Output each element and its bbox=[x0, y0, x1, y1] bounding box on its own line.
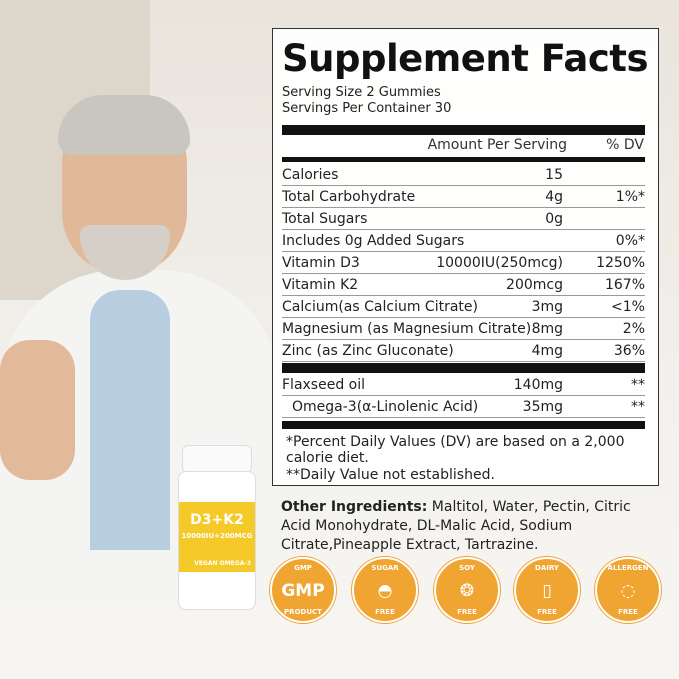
nutrient-name: Vitamin D3 bbox=[282, 255, 360, 271]
nutrient-name: Total Sugars bbox=[282, 211, 368, 227]
nutrient-amount: 3mg bbox=[531, 299, 563, 315]
servings-per-container: Servings Per Container 30 bbox=[282, 101, 452, 116]
nutrient-name: Zinc (as Zinc Gluconate) bbox=[282, 343, 454, 359]
bottle-cap bbox=[182, 445, 252, 473]
footnote-dv: *Percent Daily Values (DV) are based on … bbox=[286, 434, 625, 466]
nutrient-dv: ** bbox=[631, 399, 645, 415]
footnote-not-established: **Daily Value not established. bbox=[286, 467, 495, 483]
nutrient-name: Calories bbox=[282, 167, 339, 183]
bottle-dosage: 10000IU+200MCG bbox=[181, 532, 253, 540]
nutrient-row: Calcium(as Calcium Citrate) 3mg <1% bbox=[282, 296, 645, 318]
badge-free-3: DAIRY ▯ FREE bbox=[514, 557, 580, 623]
divider-thick bbox=[282, 363, 645, 373]
gmp-icon: GMP bbox=[281, 581, 325, 601]
nutrient-row: Magnesium (as Magnesium Citrate) 8mg 2% bbox=[282, 318, 645, 340]
badge-top-text: ALLERGEN bbox=[607, 564, 649, 572]
badge-top-text: SUGAR bbox=[371, 564, 399, 572]
nutrient-dv: 2% bbox=[622, 321, 645, 337]
bottle-title: D3+K2 bbox=[190, 512, 244, 528]
nutrient-row: Total Sugars 0g bbox=[282, 208, 645, 230]
nutrient-row: Zinc (as Zinc Gluconate) 4mg 36% bbox=[282, 340, 645, 362]
badge-top-text: DAIRY bbox=[535, 564, 559, 572]
nutrient-amount: 35mg bbox=[522, 399, 563, 415]
nutrient-amount: 10000IU(250mcg) bbox=[436, 255, 563, 271]
nutrient-amount: 0g bbox=[545, 211, 563, 227]
nutrient-amount: 140mg bbox=[513, 377, 563, 393]
nutrient-name: Total Carbohydrate bbox=[282, 189, 416, 205]
nutrient-dv: 1%* bbox=[615, 189, 645, 205]
supplement-facts-panel: Supplement Facts Serving Size 2 Gummies … bbox=[272, 28, 659, 486]
panel-title: Supplement Facts bbox=[282, 37, 649, 80]
other-ingredients-text: Maltitol, Water, Pectin, Citric Acid Mon… bbox=[281, 499, 631, 553]
nutrient-name: Includes 0g Added Sugars bbox=[282, 233, 465, 249]
nutrient-dv: ** bbox=[631, 377, 645, 393]
serving-size: Serving Size 2 Gummies bbox=[282, 85, 441, 100]
nutrient-row: Includes 0g Added Sugars 0%* bbox=[282, 230, 645, 252]
thumbs-up-hand bbox=[0, 340, 75, 480]
nutrient-row: Flaxseed oil 140mg ** bbox=[282, 374, 645, 396]
badge-bottom-text: FREE bbox=[375, 608, 395, 616]
nutrient-row: Vitamin K2 200mcg 167% bbox=[282, 274, 645, 296]
nutrient-name: Magnesium (as Magnesium Citrate) bbox=[282, 321, 532, 337]
other-ingredients-label: Other Ingredients: bbox=[281, 499, 428, 515]
badge-free-2: SOY ❂ FREE bbox=[434, 557, 500, 623]
product-bottle: D3+K2 10000IU+200MCG VEGAN OMEGA-3 bbox=[178, 445, 256, 610]
header-amount: Amount Per Serving bbox=[427, 137, 567, 153]
nutrient-row: Calories 15 bbox=[282, 164, 645, 186]
nutrient-dv: 36% bbox=[613, 343, 645, 359]
nutrient-row: Total Carbohydrate 4g 1%* bbox=[282, 186, 645, 208]
badge-bottom-text: PRODUCT bbox=[284, 608, 322, 616]
soybean-icon: ❂ bbox=[459, 581, 475, 601]
nutrient-row: Vitamin D3 10000IU(250mcg) 1250% bbox=[282, 252, 645, 274]
allergen-icon: ◌ bbox=[620, 581, 636, 601]
doctor-shirt bbox=[90, 290, 170, 550]
badge-bottom-text: FREE bbox=[618, 608, 638, 616]
divider-thick bbox=[282, 125, 645, 135]
nutrient-dv: 167% bbox=[604, 277, 645, 293]
divider-thick bbox=[282, 421, 645, 429]
nutrient-amount: 8mg bbox=[531, 321, 563, 337]
badge-bottom-text: FREE bbox=[537, 608, 557, 616]
nutrient-dv: <1% bbox=[611, 299, 645, 315]
badge-bottom-text: FREE bbox=[457, 608, 477, 616]
nutrient-name: Omega-3(α-Linolenic Acid) bbox=[292, 399, 479, 415]
nutrient-amount: 15 bbox=[545, 167, 563, 183]
header-dv: % DV bbox=[606, 137, 644, 153]
nutrient-row: Omega-3(α-Linolenic Acid) 35mg ** bbox=[282, 396, 645, 418]
doctor-hair bbox=[58, 95, 190, 155]
badge-top-text: GMP bbox=[294, 564, 312, 572]
sugar-bowl-icon: ◓ bbox=[377, 581, 393, 601]
badge-free-4: ALLERGEN ◌ FREE bbox=[595, 557, 661, 623]
badge-top-text: SOY bbox=[459, 564, 475, 572]
nutrient-dv: 0%* bbox=[615, 233, 645, 249]
nutrient-name: Vitamin K2 bbox=[282, 277, 359, 293]
nutrient-dv: 1250% bbox=[596, 255, 645, 271]
nutrient-amount: 4g bbox=[545, 189, 563, 205]
divider-medium bbox=[282, 157, 645, 162]
nutrient-amount: 200mcg bbox=[506, 277, 563, 293]
badge-free-1: SUGAR ◓ FREE bbox=[352, 557, 418, 623]
bottle-vegan: VEGAN OMEGA-3 bbox=[194, 560, 251, 567]
nutrient-amount: 4mg bbox=[531, 343, 563, 359]
nutrient-name: Flaxseed oil bbox=[282, 377, 366, 393]
bottle-label: D3+K2 10000IU+200MCG VEGAN OMEGA-3 bbox=[178, 471, 256, 610]
milk-carton-icon: ▯ bbox=[542, 581, 552, 601]
nutrient-name: Calcium(as Calcium Citrate) bbox=[282, 299, 478, 315]
badge-product-0: GMP GMP PRODUCT bbox=[270, 557, 336, 623]
other-ingredients: Other Ingredients: Maltitol, Water, Pect… bbox=[281, 498, 661, 555]
